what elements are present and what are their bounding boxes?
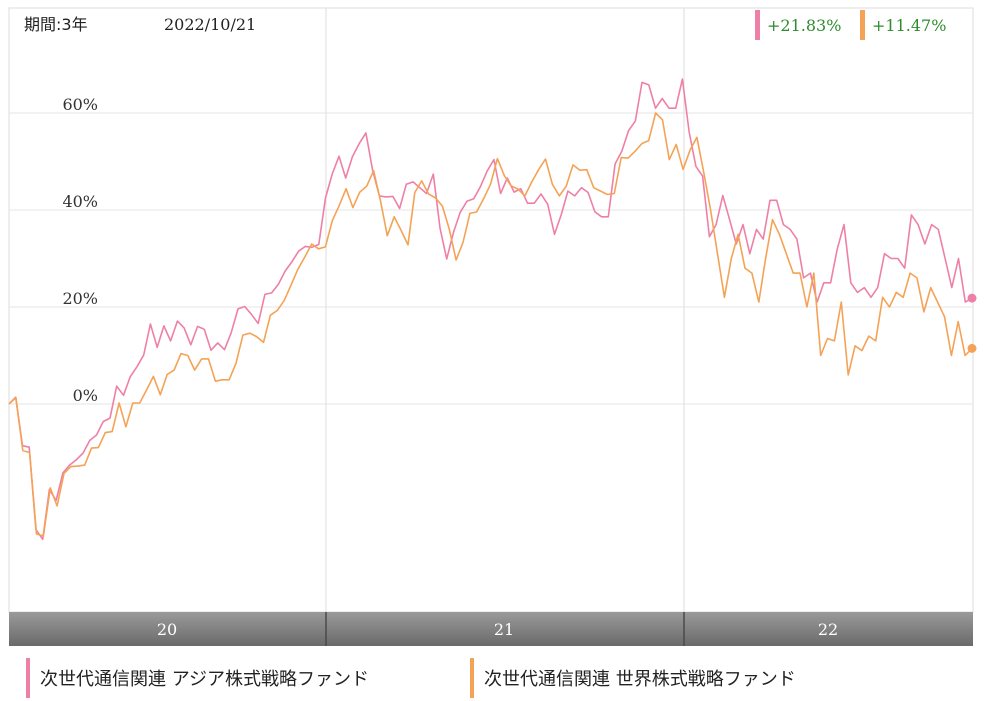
y-tick-label: 20% xyxy=(62,289,98,308)
year-band-dividers xyxy=(325,612,685,646)
y-tick-label: 0% xyxy=(73,386,98,405)
legend-swatch-asia xyxy=(26,658,30,698)
series-layer xyxy=(8,78,977,541)
legend-label-world: 次世代通信関連 世界株式戦略ファンド xyxy=(484,669,796,690)
grid xyxy=(9,112,973,405)
performance-swatch-1 xyxy=(755,10,760,40)
year-label-21: 21 xyxy=(494,620,514,639)
legend-label-asia: 次世代通信関連 アジア株式戦略ファンド xyxy=(40,669,369,690)
year-label-22: 22 xyxy=(818,620,838,639)
series-end-point-2 xyxy=(967,343,977,353)
y-tick-label: 40% xyxy=(62,192,98,211)
performance-value-2: +11.47% xyxy=(872,16,946,35)
period-label: 期間:3年 xyxy=(24,15,88,34)
legend-item-world: 次世代通信関連 世界株式戦略ファンド xyxy=(470,658,796,698)
performance-badge-1: +21.83% xyxy=(755,10,841,40)
legend-swatch-world xyxy=(470,658,474,698)
series-line-1 xyxy=(8,78,973,541)
series-line-2 xyxy=(8,112,973,537)
y-tick-label: 60% xyxy=(62,95,98,114)
performance-value-1: +21.83% xyxy=(767,16,841,35)
plot-frame xyxy=(8,7,974,613)
chart-svg: 0% 20% 40% 60% 期間:3年 2022/10/21 +21.83% +11… xyxy=(8,7,977,646)
legend: 次世代通信関連 アジア株式戦略ファンド 次世代通信関連 世界株式戦略ファンド xyxy=(0,652,986,701)
performance-swatch-2 xyxy=(860,10,865,40)
legend-item-asia: 次世代通信関連 アジア株式戦略ファンド xyxy=(26,658,369,698)
year-dividers xyxy=(325,8,685,612)
performance-badge-2: +11.47% xyxy=(860,10,946,40)
year-label-20: 20 xyxy=(157,620,177,639)
y-axis-ticks: 0% 20% 40% 60% xyxy=(62,95,98,405)
year-band xyxy=(9,612,973,646)
date-label: 2022/10/21 xyxy=(164,15,256,34)
series-end-point-1 xyxy=(967,293,977,303)
